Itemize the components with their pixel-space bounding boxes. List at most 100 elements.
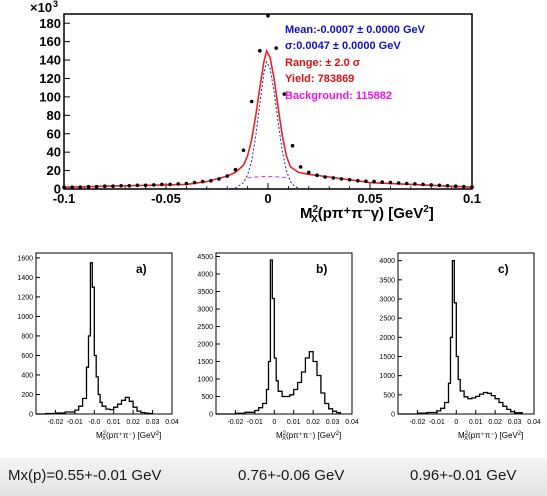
data-point (241, 148, 246, 153)
data-point (78, 185, 83, 189)
y-tick-label: 160 (39, 34, 61, 49)
caption-a: Mx(p)=0.55+-0.01 GeV (8, 467, 162, 484)
x-tick-label: -0.01 (429, 419, 445, 426)
data-point (103, 184, 107, 188)
x-tick-label: 0 (264, 191, 271, 206)
panel-label: c) (498, 262, 509, 276)
data-point (70, 185, 74, 189)
y-tick-label: 0 (54, 182, 61, 197)
y-tick-label: 120 (39, 71, 61, 86)
x-axis-title: M2 X(pπ⁺π⁻) [GeV2] (458, 431, 523, 442)
stat-yield: Yield: 783869 (285, 73, 354, 85)
y-tick-label: 2000 (197, 341, 213, 348)
x-tick-label: -0.02 (409, 419, 425, 426)
gaussian-curve (227, 60, 301, 190)
x-axis-title: M2 X(pπ⁺π⁻) [GeV2] (96, 431, 161, 442)
x-axis-title-part: ] (339, 431, 341, 440)
data-point (437, 183, 442, 188)
panel-c-plot: -0.02 -0.01 0 0.01 0.02 0.03 0.04 0 500 1000 1500 2… (379, 252, 541, 442)
data-point (111, 184, 115, 188)
data-point (356, 178, 360, 183)
data-point (127, 184, 132, 188)
y-tick-label: 500 (201, 394, 213, 401)
y-tick-label: 200 (21, 392, 33, 399)
y-tick-label: 2000 (379, 335, 395, 342)
data-point (404, 181, 409, 186)
x-tick-label: 0.04 (345, 419, 359, 426)
data-point (298, 165, 303, 169)
data-point (282, 92, 287, 96)
y-tick-label: 1500 (197, 359, 213, 366)
x-axis-title-part: X (102, 436, 106, 442)
histogram-step (216, 259, 341, 415)
x-axis-title-part: (pπ⁺π⁻) [GeV (468, 431, 518, 440)
histogram-step (398, 260, 523, 415)
data-point (217, 177, 221, 181)
y-tick-label: 600 (21, 353, 33, 360)
y-tick-label: 0 (209, 411, 213, 418)
y-tick-label: 3000 (379, 296, 395, 303)
caption-b: 0.76+-0.06 GeV (238, 467, 345, 484)
fit-curve (63, 48, 473, 188)
y-tick-label: 400 (21, 372, 33, 379)
y-tick-label: 3000 (197, 306, 213, 313)
stat-mean: Mean:-0.0007 ± 0.0000 GeV (285, 24, 426, 36)
data-point (462, 184, 466, 189)
y-multiplier-exp: 3 (53, 0, 58, 9)
data-point (331, 176, 336, 180)
data-point (119, 184, 123, 188)
x-axis-title-part: 2 (313, 204, 319, 215)
x-tick-label: 0.03 (508, 419, 522, 426)
y-tick-label: 80 (47, 108, 61, 123)
y-tick-label: 4500 (197, 254, 213, 261)
data-point (307, 170, 311, 175)
y-tick-label: 1500 (379, 354, 395, 361)
data-point (274, 46, 279, 50)
x-tick-label: -0.01 (67, 419, 83, 426)
x-tick-label: 0.01 (107, 419, 121, 426)
y-tick-label: 2500 (197, 324, 213, 331)
data-point (176, 182, 180, 186)
panel-b-plot: -0.02 -0.01 0 0.01 0.02 0.03 0.04 0 500 1000 1500 2… (197, 252, 359, 442)
data-point (445, 184, 450, 188)
data-point (94, 184, 99, 189)
x-tick-label: 0.02 (488, 419, 502, 426)
x-axis-title-part: 2 (283, 431, 287, 437)
x-tick-label: 0.02 (306, 419, 320, 426)
x-tick-label: 0.01 (287, 419, 301, 426)
data-point (380, 180, 385, 184)
x-axis-title-part: 2 (518, 431, 522, 437)
panel-label: b) (316, 262, 327, 276)
data-point (209, 178, 213, 183)
data-point (86, 184, 91, 189)
caption-c: 0.96+-0.01 GeV (410, 467, 517, 484)
y-tick-label: 20 (47, 163, 61, 178)
data-point (470, 185, 474, 189)
x-axis-title-part: 2 (336, 431, 340, 437)
x-axis-title-part: (pπ⁺π⁻) [GeV (286, 431, 336, 440)
x-axis-title-part: M (276, 431, 283, 440)
data-point (339, 177, 344, 181)
y-tick-label: 140 (39, 53, 61, 68)
data-point (135, 183, 140, 188)
histogram-step (36, 262, 154, 415)
y-tick-label: 2500 (379, 316, 395, 323)
panel-label: a) (136, 262, 147, 276)
x-axis-title-part: (pπ⁺π⁻) [GeV (106, 431, 156, 440)
x-axis-title-part: X (282, 436, 286, 442)
data-point (160, 182, 164, 187)
data-point (388, 180, 393, 185)
x-tick-label: -0.05 (151, 191, 181, 206)
x-axis-title-part: 2 (103, 431, 107, 437)
y-tick-label: 1000 (17, 314, 33, 321)
y-tick-label: 3500 (197, 289, 213, 296)
x-tick-label: 0 (454, 419, 458, 426)
y-tick-label: 100 (39, 89, 61, 104)
x-tick-label: -0.1 (53, 191, 75, 206)
data-point (233, 167, 238, 172)
data-point (347, 178, 352, 182)
x-axis-title-part: M (458, 431, 465, 440)
data-point (396, 181, 401, 185)
x-axis-title-part: (pπ⁺π⁻γ) [GeV (318, 205, 423, 222)
data-point (152, 183, 156, 187)
